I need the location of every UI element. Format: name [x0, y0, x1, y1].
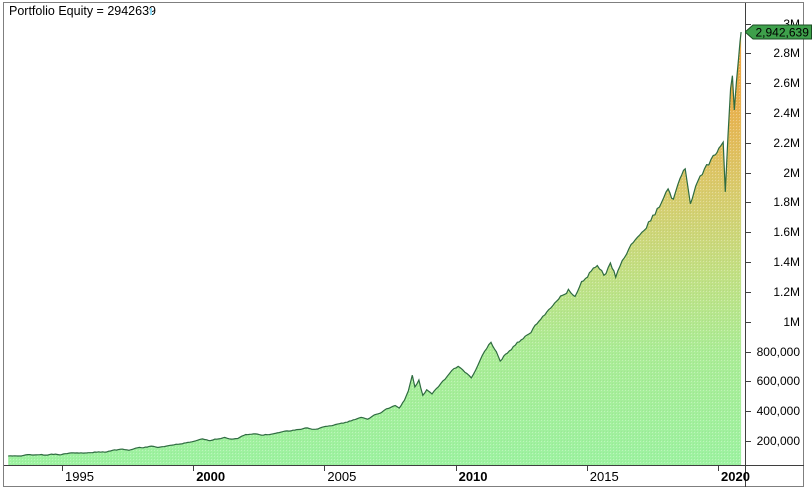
y-tick — [746, 411, 751, 413]
y-tick-label: 2M — [783, 165, 800, 180]
y-tick-label: 1.2M — [773, 284, 800, 299]
x-axis[interactable]: 1995 2000 2005 2010 2015 2020 — [4, 466, 804, 487]
y-tick-label: 2.6M — [773, 76, 800, 91]
y-tick-label: 2.2M — [773, 135, 800, 150]
y-tick — [746, 381, 751, 383]
y-tick — [746, 291, 751, 293]
x-tick-label: 2005 — [327, 469, 357, 484]
last-value-marker: 2,942,639 — [744, 24, 812, 40]
y-tick — [746, 321, 751, 323]
y-tick — [746, 83, 751, 85]
text-cursor — [150, 8, 152, 15]
x-tick — [324, 466, 326, 471]
y-tick — [746, 262, 751, 264]
y-tick — [746, 172, 751, 174]
y-tick-label: 400,000 — [756, 404, 800, 419]
x-tick — [718, 466, 719, 471]
x-tick-label: 2010 — [458, 469, 488, 484]
x-tick — [586, 466, 588, 471]
y-tick-label: 1.8M — [773, 195, 800, 210]
y-tick — [746, 112, 751, 114]
y-tick-label: 1M — [783, 314, 800, 329]
y-axis[interactable]: 3M 2.8M 2.6M 2.4M 2.2M 2M 1.8M 1.6M 1.4M 1.2M 1M 80… — [746, 3, 804, 465]
y-tick — [746, 23, 751, 25]
marker-value-label: 2,942,639 — [756, 26, 810, 40]
x-tick-label: 1995 — [65, 469, 94, 484]
y-tick-label: 200,000 — [756, 434, 800, 448]
y-tick — [746, 232, 751, 234]
x-tick — [62, 466, 63, 471]
x-tick-label: 2015 — [589, 469, 619, 484]
y-tick — [746, 202, 751, 204]
x-axis-line — [4, 465, 804, 466]
y-tick — [746, 142, 751, 144]
y-tick-label: 1.4M — [773, 255, 800, 270]
x-tick-label: 2020 — [721, 469, 750, 484]
x-tick — [193, 466, 195, 471]
y-tick-label: 2.8M — [773, 46, 800, 61]
y-tick-label: 600,000 — [756, 374, 800, 389]
y-tick — [746, 441, 751, 442]
x-tick — [455, 466, 457, 471]
y-axis-separator-line — [745, 3, 746, 487]
x-tick-label: 2000 — [196, 469, 226, 484]
chart-title: Portfolio Equity = 2942639 — [9, 4, 156, 18]
y-tick-label: 800,000 — [756, 344, 800, 359]
y-tick-label: 2.4M — [773, 105, 800, 120]
y-tick — [746, 53, 751, 55]
y-tick — [746, 351, 751, 353]
equity-chart-plot[interactable] — [4, 3, 745, 465]
y-tick-label: 1.6M — [773, 225, 800, 240]
